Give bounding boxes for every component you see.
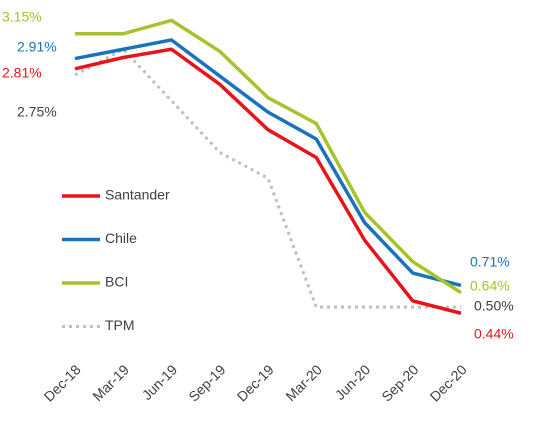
value-label: 0.71% <box>470 254 510 270</box>
x-tick-label: Sep-20 <box>378 361 421 404</box>
legend-label: Santander <box>105 187 170 203</box>
series-line <box>75 18 462 295</box>
legend-label: TPM <box>105 317 135 333</box>
x-tick-label: Dec-20 <box>427 361 470 404</box>
value-label: 2.75% <box>17 104 57 120</box>
legend-label: Chile <box>105 230 137 246</box>
value-label: 0.50% <box>474 298 514 314</box>
series-line <box>74 47 462 315</box>
series-line <box>74 38 462 288</box>
x-tick-label: Jun-20 <box>332 361 374 403</box>
x-tick-label: Sep-19 <box>185 361 228 404</box>
x-tick-label: Jun-19 <box>139 361 181 403</box>
x-tick-label: Dec-18 <box>41 361 84 404</box>
x-tick-label: Mar-19 <box>89 361 132 404</box>
value-label: 0.64% <box>470 278 510 294</box>
x-tick-label: Mar-20 <box>282 361 325 404</box>
value-label: 3.15% <box>2 9 42 25</box>
value-label: 0.44% <box>474 326 514 342</box>
legend-label: BCI <box>105 274 128 290</box>
value-label: 2.91% <box>17 39 57 55</box>
series-line <box>74 47 461 309</box>
value-label: 2.81% <box>2 65 42 81</box>
x-tick-label: Dec-19 <box>234 361 277 404</box>
